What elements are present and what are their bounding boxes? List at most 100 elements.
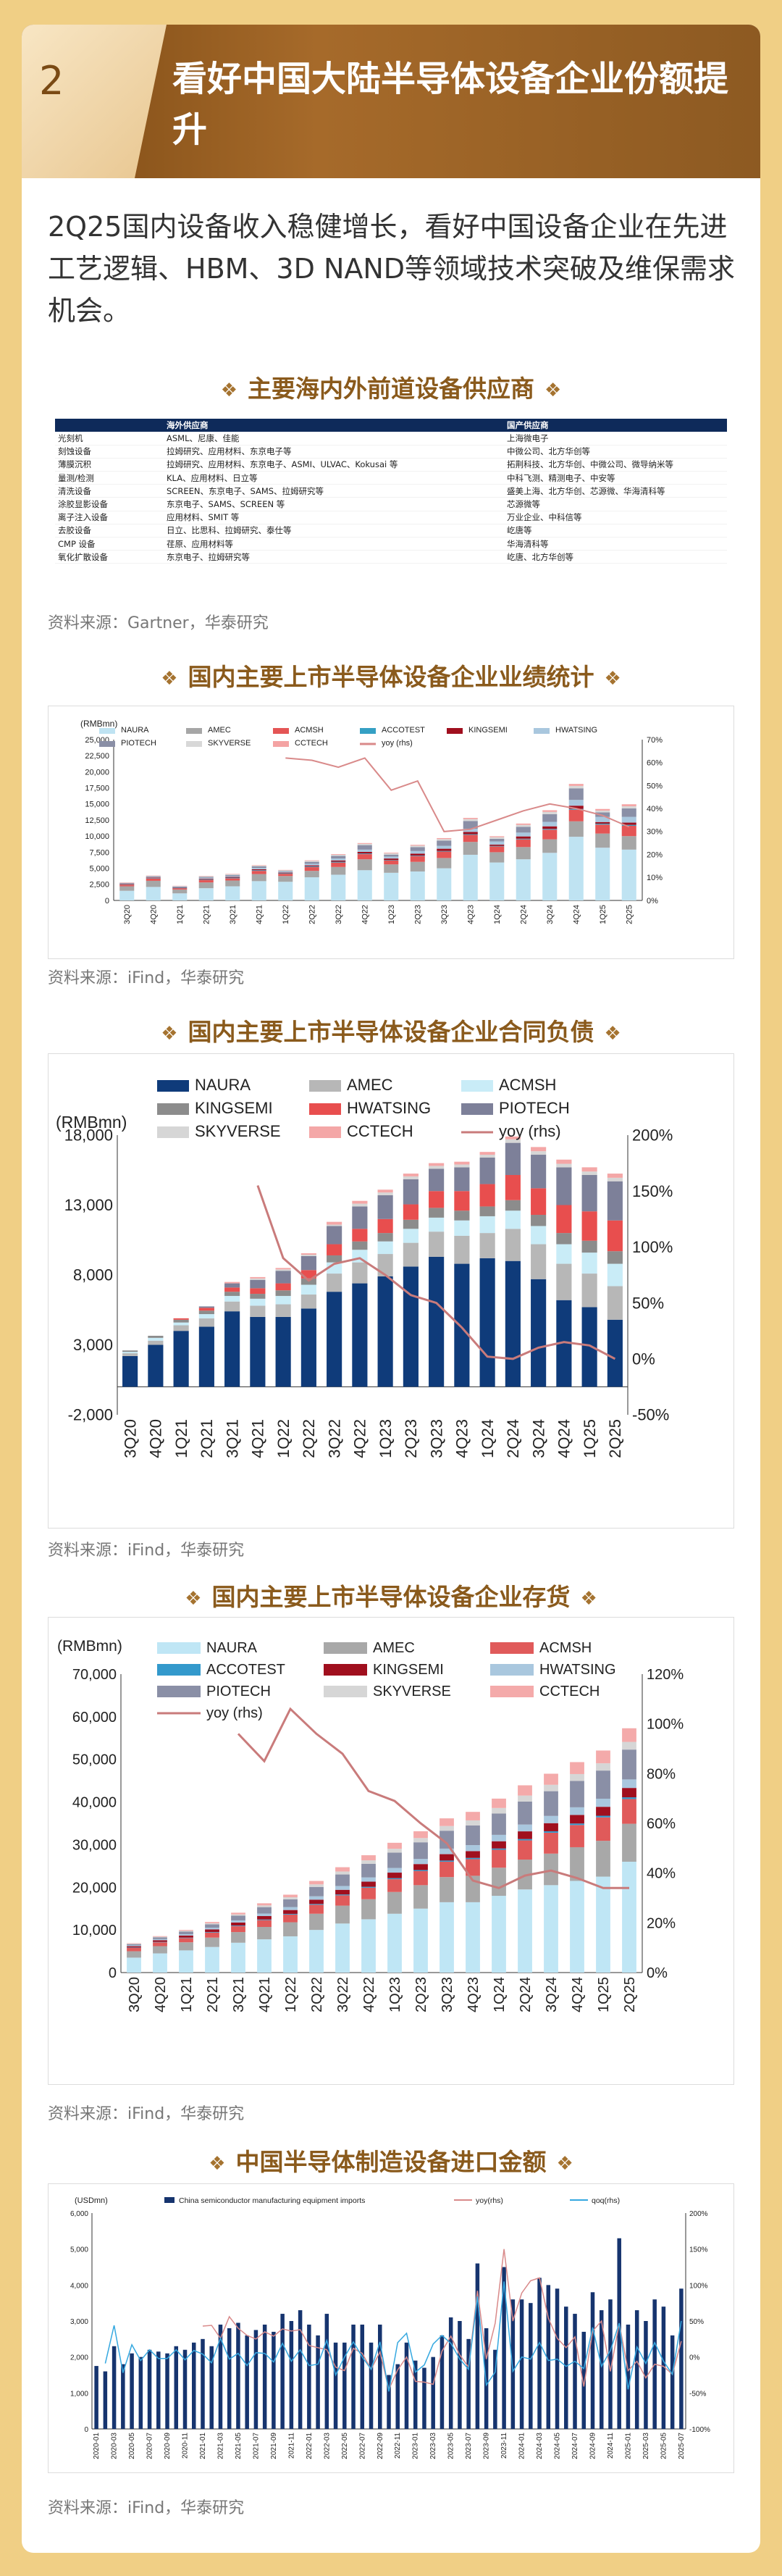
section-number: 2: [39, 58, 64, 104]
bar-segment: [331, 856, 346, 859]
x-tick-label: 3Q24: [544, 1977, 560, 2012]
bar-segment: [224, 1281, 240, 1284]
legend-swatch: [157, 1126, 189, 1138]
x-tick-label: 2022-01: [306, 2433, 314, 2459]
bar-segment: [231, 1920, 245, 1923]
bar-segment: [304, 863, 319, 866]
bar: [174, 2346, 179, 2429]
bar-segment: [119, 882, 135, 883]
bar: [201, 2338, 205, 2429]
table-header-cell: [55, 419, 164, 432]
bar-segment: [278, 869, 293, 871]
chart1-title-row: ❖ 国内主要上市半导体设备企业业绩统计 ❖: [22, 658, 760, 693]
bar-segment: [146, 877, 161, 879]
y-tick-label: 2,000: [70, 2354, 88, 2362]
bar-segment: [377, 1241, 393, 1255]
bar-segment: [581, 1175, 597, 1212]
bar: [227, 2328, 232, 2429]
x-tick-label: 2022-03: [323, 2433, 331, 2459]
legend-swatch: [490, 1686, 534, 1697]
bar-segment: [172, 886, 188, 887]
bar-segment: [352, 1229, 368, 1242]
bar-segment: [153, 1936, 167, 1938]
bar-segment: [352, 1262, 368, 1284]
bar-segment: [581, 1171, 597, 1176]
x-tick-label: 3Q23: [440, 1977, 455, 2012]
bar-segment: [570, 1881, 584, 1973]
x-tick-label: 2021-01: [199, 2433, 207, 2459]
bar-segment: [489, 862, 505, 900]
bar-segment: [621, 825, 636, 837]
bar-segment: [251, 869, 266, 871]
bar-segment: [172, 888, 188, 890]
bar-segment: [331, 854, 346, 855]
bar-segment: [225, 886, 240, 900]
legend-swatch: [157, 1080, 189, 1092]
x-tick-label: 2Q23: [402, 1419, 420, 1458]
x-tick-label: 3Q20: [127, 1977, 143, 2012]
bar: [670, 2335, 675, 2429]
bar-segment: [595, 848, 610, 900]
bar-segment: [153, 1936, 167, 1937]
bar-segment: [568, 808, 584, 810]
x-tick-label: 2Q21: [203, 905, 211, 924]
bar-segment: [387, 1852, 402, 1868]
x-tick-label: 2022-11: [394, 2433, 402, 2459]
bar: [484, 2328, 489, 2429]
bar-segment: [231, 1915, 245, 1920]
bar-segment: [492, 1896, 506, 1973]
x-tick-label: 4Q22: [361, 1977, 377, 2012]
bar-segment: [173, 1318, 189, 1320]
bar-segment: [479, 1157, 495, 1184]
bar-segment: [429, 1208, 445, 1218]
unit-label: (RMBmn): [57, 1638, 122, 1655]
bar: [369, 2342, 374, 2429]
bar: [138, 2357, 143, 2429]
bar-segment: [357, 851, 372, 854]
legend-label: yoy(rhs): [476, 2196, 503, 2205]
bar-segment: [403, 1266, 419, 1387]
bar-segment: [335, 1886, 350, 1890]
bar-segment: [595, 808, 610, 811]
diamond-icon: ❖: [185, 1587, 202, 1610]
bar: [262, 2324, 267, 2429]
bar-segment: [146, 878, 161, 881]
legend-swatch: [360, 728, 376, 734]
bar-segment: [352, 1241, 368, 1250]
x-tick-label: 2022-09: [377, 2433, 384, 2459]
bar-segment: [250, 1316, 266, 1387]
bar-segment: [570, 1825, 584, 1847]
bar-segment: [377, 1195, 393, 1219]
bar-segment: [387, 1842, 402, 1849]
x-tick-label: 2020-05: [128, 2433, 136, 2459]
bar-segment: [275, 1304, 291, 1317]
bar-segment: [335, 1871, 350, 1875]
table-cell: 华海清科等: [504, 537, 727, 551]
y2-tick-label: 50%: [632, 1294, 664, 1312]
x-tick-label: 1Q25: [596, 1977, 612, 2012]
y2-tick-label: 100%: [647, 1717, 684, 1733]
bar-segment: [283, 1894, 298, 1897]
bar-segment: [309, 1881, 324, 1885]
legend-swatch: [324, 1686, 367, 1697]
x-tick-label: 1Q22: [283, 1977, 299, 2012]
table-cell: 拉姆研究、应用材料、东京电子等: [164, 445, 504, 459]
x-tick-label: 3Q21: [229, 905, 237, 924]
bar: [165, 2353, 169, 2429]
bar: [422, 2367, 426, 2429]
bar: [475, 2263, 480, 2429]
x-tick-label: 2025-03: [642, 2433, 650, 2459]
legend-label: KINGSEMI: [195, 1099, 273, 1117]
bar-segment: [622, 1788, 636, 1798]
bar-segment: [327, 1244, 342, 1255]
bar-segment: [172, 893, 188, 900]
bar-segment: [429, 1166, 445, 1169]
bar-segment: [544, 1853, 558, 1886]
table-cell: 荏原、应用材料等: [164, 537, 504, 551]
bar: [289, 2321, 294, 2429]
bar-segment: [119, 882, 135, 883]
bar-segment: [596, 1817, 610, 1841]
bar-segment: [518, 1840, 532, 1860]
bar-segment: [153, 1940, 167, 1942]
bar-segment: [309, 1886, 324, 1897]
